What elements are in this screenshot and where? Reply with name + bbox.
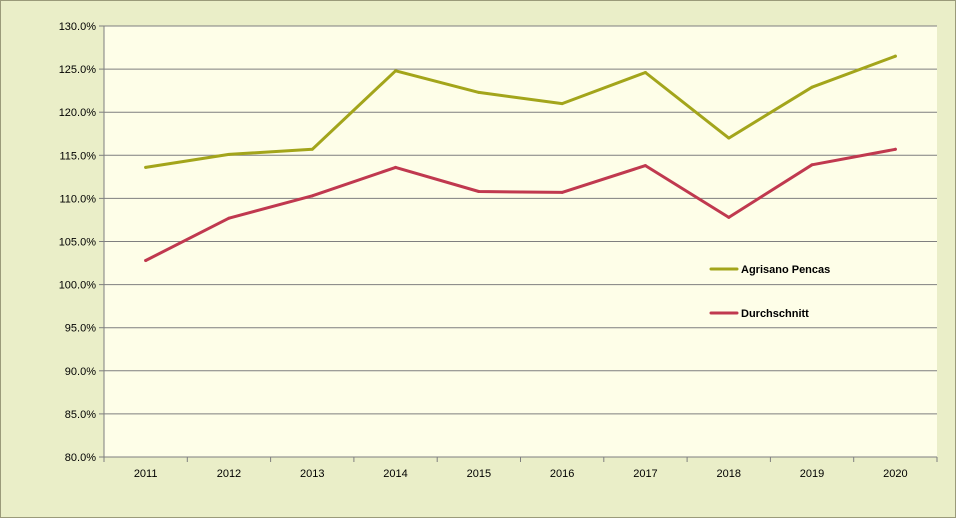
data-point-durchschnitt [227, 216, 231, 220]
data-point-durchschnitt [560, 190, 564, 194]
y-tick-label: 130.0% [59, 21, 97, 33]
x-tick-label: 2011 [134, 468, 158, 480]
legend-label: Agrisano Pencas [741, 264, 830, 276]
x-tick-label: 2016 [550, 468, 574, 480]
data-point-agrisano-pencas [227, 152, 231, 156]
data-point-agrisano-pencas [477, 90, 481, 94]
data-point-durchschnitt [643, 164, 647, 168]
x-tick-label: 2020 [883, 468, 907, 480]
data-point-durchschnitt [394, 165, 398, 169]
y-tick-label: 95.0% [65, 323, 96, 335]
data-point-durchschnitt [310, 194, 314, 198]
data-point-agrisano-pencas [893, 54, 897, 58]
y-tick-label: 115.0% [60, 150, 97, 162]
series-line-agrisano-pencas [144, 54, 897, 169]
x-tick-label: 2012 [217, 468, 241, 480]
data-point-agrisano-pencas [727, 136, 731, 140]
data-point-durchschnitt [727, 215, 731, 219]
y-tick-label: 90.0% [65, 366, 96, 378]
data-point-agrisano-pencas [144, 165, 148, 169]
x-tick-label: 2014 [383, 468, 407, 480]
x-tick-label: 2019 [800, 468, 824, 480]
x-tick-label: 2013 [300, 468, 324, 480]
data-point-agrisano-pencas [394, 69, 398, 73]
y-tick-label: 80.0% [65, 452, 96, 464]
y-tick-label: 105.0% [59, 237, 97, 249]
y-tick-label: 125.0% [59, 64, 97, 76]
legend-label: Durchschnitt [741, 308, 809, 320]
data-point-durchschnitt [477, 190, 481, 194]
data-point-agrisano-pencas [560, 102, 564, 106]
y-tick-label: 100.0% [59, 280, 97, 292]
y-tick-label: 85.0% [65, 409, 96, 421]
data-point-durchschnitt [810, 163, 814, 167]
data-point-durchschnitt [893, 147, 897, 151]
data-point-agrisano-pencas [810, 85, 814, 89]
data-point-agrisano-pencas [310, 147, 314, 151]
y-tick-label: 110.0% [60, 193, 97, 205]
data-point-agrisano-pencas [643, 71, 647, 75]
x-tick-label: 2015 [467, 468, 491, 480]
x-tick-label: 2017 [633, 468, 657, 480]
data-point-durchschnitt [144, 258, 148, 262]
x-tick-label: 2018 [717, 468, 741, 480]
y-tick-label: 120.0% [59, 107, 97, 119]
series-line-durchschnitt [144, 147, 897, 262]
